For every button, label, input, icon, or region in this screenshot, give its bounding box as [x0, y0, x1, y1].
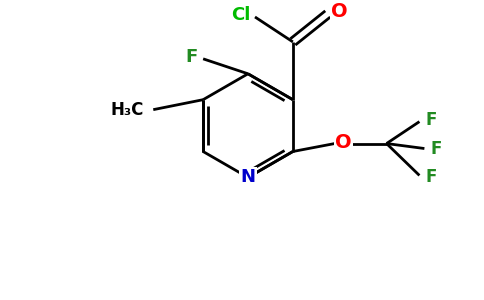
Text: N: N: [241, 168, 256, 186]
Text: O: O: [332, 2, 348, 22]
Text: F: F: [426, 168, 437, 186]
Text: H₃C: H₃C: [111, 101, 144, 119]
Text: F: F: [426, 111, 437, 129]
Text: F: F: [431, 140, 442, 158]
Text: F: F: [185, 48, 197, 66]
Text: Cl: Cl: [231, 6, 251, 24]
Text: O: O: [335, 133, 352, 152]
